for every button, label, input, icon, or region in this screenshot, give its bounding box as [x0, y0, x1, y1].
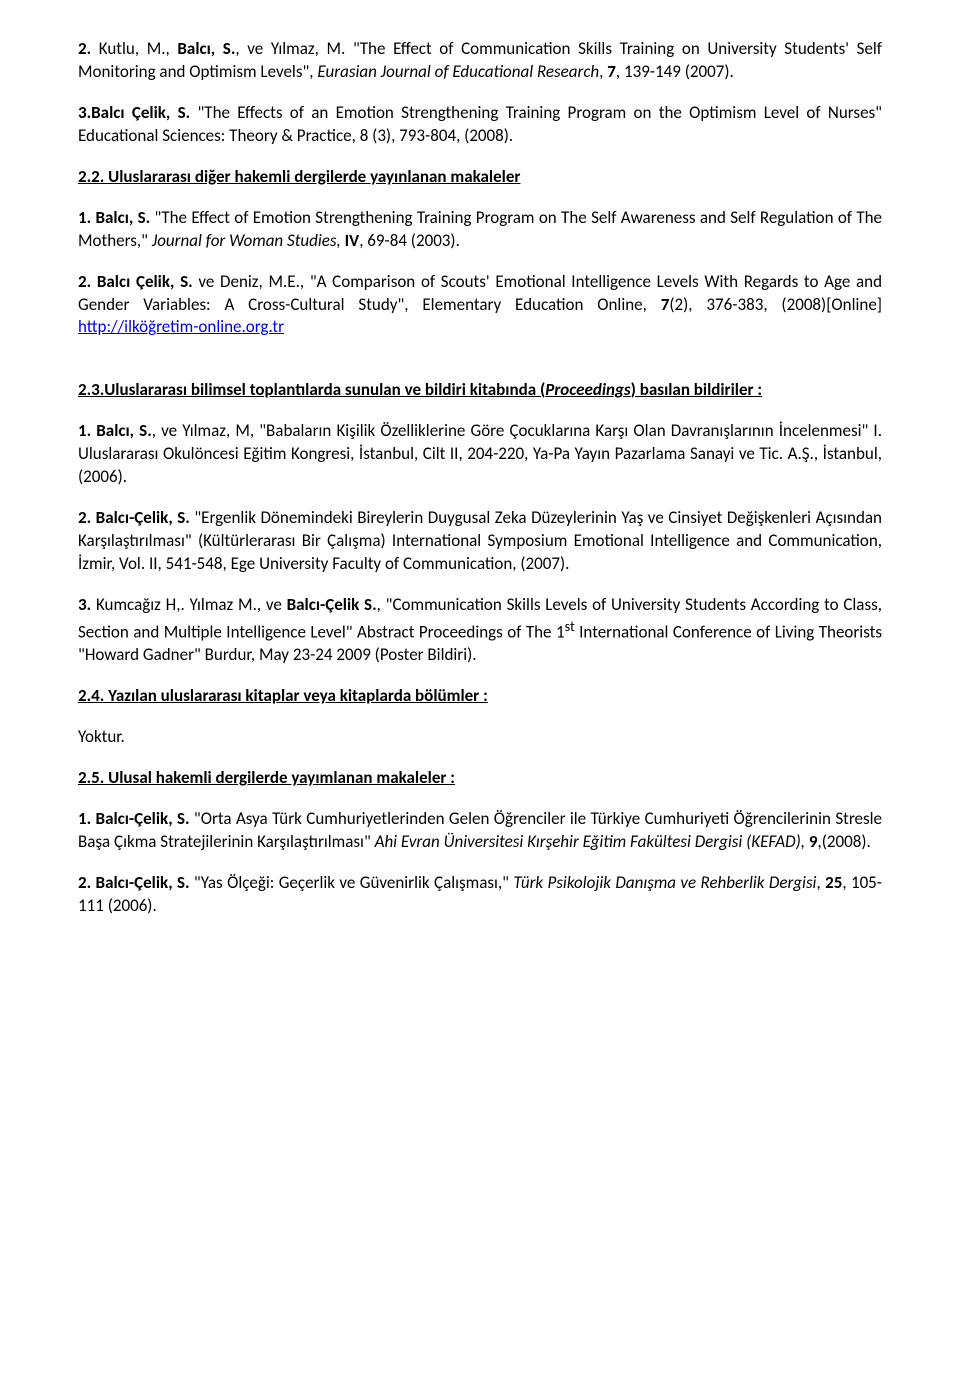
entry-text: "The Effects of an Emotion Strengthening…: [78, 102, 882, 146]
section-heading: 2.5. Ulusal hakemli dergilerde yayımlana…: [78, 767, 882, 790]
entry-prefix: 1. Balcı, S.: [78, 420, 152, 441]
volume: 7: [607, 61, 616, 82]
reference-entry: 1. Balcı, S., ve Yılmaz, M, "Babaların K…: [78, 420, 882, 489]
entry-author: Balcı, S.: [177, 38, 235, 59]
heading-text: 2.3.Uluslararası bilimsel toplantılarda …: [78, 379, 545, 400]
entry-text: , ve Yılmaz, M, "Babaların Kişilik Özell…: [78, 420, 882, 487]
reference-entry: 2. Kutlu, M., Balcı, S., ve Yılmaz, M. "…: [78, 38, 882, 84]
journal-title: Türk Psikolojik Danışma ve Rehberlik Der…: [513, 872, 816, 893]
entry-text: , 69-84 (2003).: [359, 230, 460, 251]
external-link[interactable]: http://ilköğretim-online.org.tr: [78, 316, 284, 337]
entry-prefix: 2. Balcı Çelik, S.: [78, 271, 193, 292]
reference-entry: 2. Balcı Çelik, S. ve Deniz, M.E., "A Co…: [78, 271, 882, 340]
entry-text: ,: [816, 872, 825, 893]
entry-prefix: 2. Balcı-Çelik, S.: [78, 872, 190, 893]
section-heading: 2.3.Uluslararası bilimsel toplantılarda …: [78, 379, 882, 402]
reference-entry: 3.Balcı Çelik, S. "The Effects of an Emo…: [78, 102, 882, 148]
section-text: Yoktur.: [78, 726, 882, 749]
entry-text: "Ergenlik Dönemindeki Bireylerin Duygusa…: [78, 507, 882, 574]
reference-entry: 1. Balcı, S. "The Effect of Emotion Stre…: [78, 207, 882, 253]
section-heading: 2.2. Uluslararası diğer hakemli dergiler…: [78, 166, 882, 189]
superscript: st: [565, 618, 575, 635]
entry-text: (2), 376-383, (2008)[Online]: [669, 294, 882, 315]
entry-author: Balcı-Çelik S.: [287, 594, 377, 615]
entry-text: , 139-149 (2007).: [616, 61, 734, 82]
entry-text: "Yas Ölçeği: Geçerlik ve Güvenirlik Çalı…: [190, 872, 514, 893]
entry-text: Kumcağız H,. Yılmaz M., ve: [91, 594, 286, 615]
entry-prefix: 3.: [78, 594, 91, 615]
reference-entry: 2. Balcı-Çelik, S. "Ergenlik Dönemindeki…: [78, 507, 882, 576]
journal-title: Journal for Woman Studies,: [152, 230, 341, 251]
journal-title: Ahi Evran Üniversitesi Kırşehir Eğitim F…: [375, 831, 805, 852]
entry-text: ,(2008).: [817, 831, 870, 852]
entry-prefix: 1. Balcı, S.: [78, 207, 150, 228]
reference-entry: 1. Balcı-Çelik, S. "Orta Asya Türk Cumhu…: [78, 808, 882, 854]
volume: IV: [345, 230, 360, 251]
reference-entry: 2. Balcı-Çelik, S. "Yas Ölçeği: Geçerlik…: [78, 872, 882, 918]
entry-prefix: 2.: [78, 38, 91, 59]
reference-entry: 3. Kumcağız H,. Yılmaz M., ve Balcı-Çeli…: [78, 594, 882, 667]
volume: 25: [825, 872, 842, 893]
heading-text: ) basılan bildiriler :: [631, 379, 762, 400]
entry-text: Kutlu, M.,: [91, 38, 177, 59]
heading-italic: Proceedings: [545, 379, 630, 400]
entry-prefix: 1. Balcı-Çelik, S.: [78, 808, 190, 829]
entry-prefix: 3.Balcı Çelik, S.: [78, 102, 190, 123]
section-heading: 2.4. Yazılan uluslararası kitaplar veya …: [78, 685, 882, 708]
entry-prefix: 2. Balcı-Çelik, S.: [78, 507, 190, 528]
journal-title: Eurasian Journal of Educational Research: [317, 61, 599, 82]
